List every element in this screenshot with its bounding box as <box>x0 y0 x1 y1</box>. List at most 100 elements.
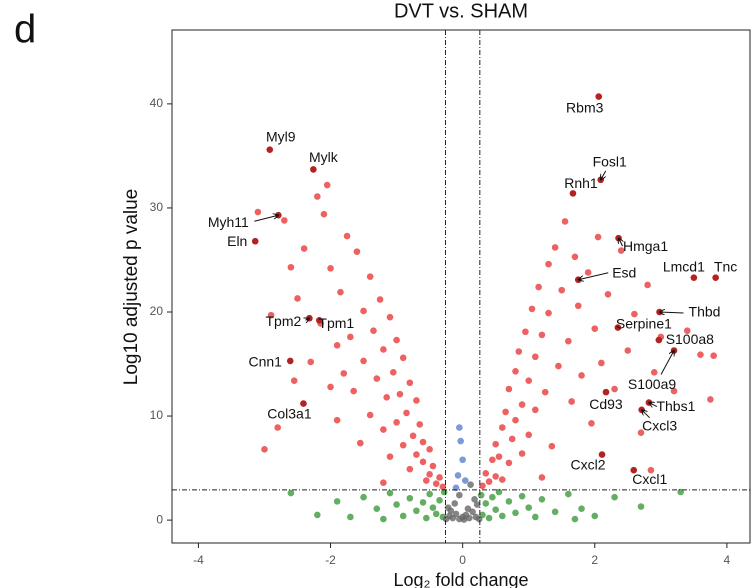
point <box>314 193 321 200</box>
point <box>588 420 595 427</box>
point <box>515 348 523 355</box>
annotated-point <box>602 388 610 396</box>
point <box>353 248 361 255</box>
point <box>637 503 645 510</box>
point <box>406 465 414 473</box>
point <box>419 499 427 506</box>
point <box>436 497 443 504</box>
point <box>350 387 357 395</box>
point <box>611 385 618 393</box>
annotation-label: Esd <box>612 264 636 280</box>
point <box>380 426 387 433</box>
point <box>532 513 539 521</box>
point <box>525 504 533 511</box>
point <box>578 505 585 512</box>
annotated-point <box>630 466 638 474</box>
point <box>432 480 440 487</box>
point <box>423 514 430 522</box>
x-tick-label: -2 <box>325 553 336 567</box>
x-tick-label: 0 <box>459 553 466 567</box>
point <box>413 451 420 458</box>
point <box>376 296 384 303</box>
point <box>545 260 552 268</box>
x-axis-label: Log₂ fold change <box>393 570 528 588</box>
point <box>512 368 519 375</box>
annotation-label: S100a8 <box>666 331 714 347</box>
point <box>380 515 387 523</box>
point <box>471 495 478 503</box>
point <box>683 327 691 335</box>
point <box>300 245 308 252</box>
point <box>360 357 367 365</box>
annotated-point <box>300 400 307 407</box>
point <box>644 281 651 289</box>
point <box>399 441 407 449</box>
point <box>399 354 407 362</box>
point <box>492 473 499 480</box>
point <box>495 488 503 496</box>
annotated-point <box>598 451 606 458</box>
point <box>373 505 381 512</box>
annotated-point <box>286 357 294 365</box>
point <box>561 218 569 225</box>
point <box>505 498 513 505</box>
point <box>406 494 414 502</box>
point <box>482 469 490 477</box>
point <box>647 466 655 474</box>
point <box>366 411 374 419</box>
point <box>508 435 516 443</box>
point <box>393 336 400 344</box>
point <box>518 492 526 500</box>
point <box>558 286 566 294</box>
point <box>495 453 503 460</box>
point <box>393 501 400 508</box>
point <box>594 233 602 241</box>
annotated-point <box>574 276 582 284</box>
point <box>373 375 381 382</box>
point <box>591 512 599 520</box>
point <box>485 478 493 485</box>
point <box>452 510 460 518</box>
point <box>482 500 490 507</box>
x-tick-label: 4 <box>724 553 731 567</box>
annotation-label: Cd93 <box>589 396 623 412</box>
point <box>307 358 315 366</box>
point <box>631 310 638 318</box>
annotation-label: Cxcl1 <box>632 471 667 487</box>
point <box>464 505 472 512</box>
point <box>475 515 483 523</box>
point <box>314 511 321 519</box>
annotation-arrow <box>601 170 607 180</box>
point <box>555 362 562 370</box>
point <box>406 379 414 387</box>
annotation-label: Thbs1 <box>656 398 695 414</box>
point <box>347 333 354 341</box>
point <box>518 401 526 408</box>
point <box>459 456 466 464</box>
point <box>366 273 374 280</box>
annotation-label: Eln <box>227 233 247 249</box>
annotated-point <box>690 274 698 281</box>
annotation-arrow <box>619 238 623 247</box>
point <box>525 431 533 439</box>
point <box>267 311 275 319</box>
annotation-label: Tpm2 <box>266 313 302 329</box>
point <box>538 495 546 503</box>
point <box>456 491 463 499</box>
annotated-point <box>595 93 603 100</box>
point <box>389 369 397 376</box>
annotated-point <box>614 324 622 331</box>
point <box>485 514 493 522</box>
point <box>479 482 486 490</box>
point <box>505 385 513 393</box>
annotation-label: Tnc <box>714 258 737 274</box>
point <box>707 396 714 403</box>
point <box>320 210 328 218</box>
point <box>650 369 658 376</box>
point <box>489 456 496 464</box>
point <box>460 516 468 523</box>
point <box>327 264 334 272</box>
point <box>274 424 281 431</box>
